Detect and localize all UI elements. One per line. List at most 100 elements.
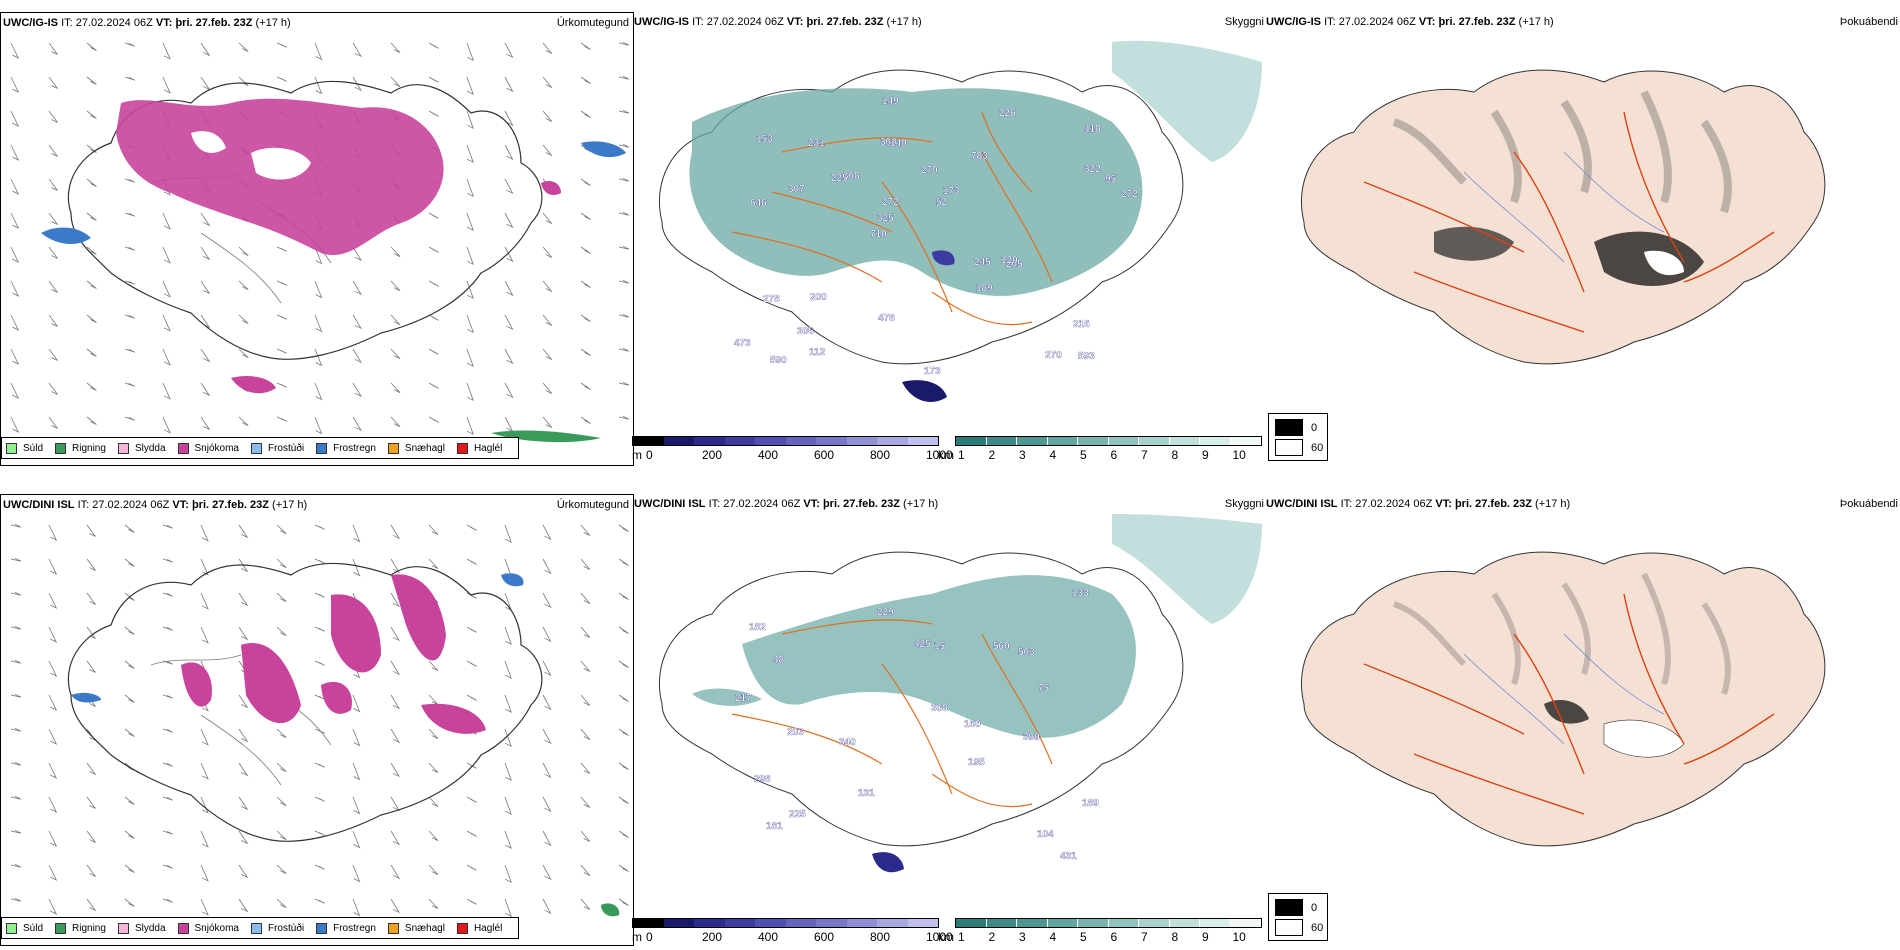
wind-barb [466, 558, 477, 565]
wind-barb [238, 76, 249, 86]
panel-title-fog-row1: UWC/IG-IS IT: 27.02.2024 06Z VT: þri. 27… [1266, 16, 1554, 28]
wind-barb [48, 524, 58, 541]
wind-barb [542, 694, 552, 711]
legend-swatch [456, 442, 468, 454]
wind-barb [124, 76, 136, 81]
wind-barbs-row2 [10, 523, 629, 918]
fog-swatch-black [1275, 899, 1303, 916]
wind-barb [428, 42, 439, 49]
colorbar-tick-label: 800 [870, 448, 891, 462]
fog-panel-row2: UWC/DINI ISL IT: 27.02.2024 06Z VT: þri.… [1264, 494, 1900, 946]
colorbar-segment [846, 437, 877, 445]
wind-barb [10, 348, 20, 365]
wind-barb [466, 416, 474, 436]
colorbar-tick-label: 1000 [926, 448, 953, 462]
colorbar-segment [755, 437, 786, 445]
wind-barb [580, 314, 591, 322]
wind-barb [314, 382, 323, 401]
wind-barb [504, 864, 512, 884]
wind-barb [162, 762, 174, 767]
wind-barb [10, 246, 20, 263]
wind-barb [162, 830, 174, 835]
wind-barb [580, 728, 591, 740]
wind-barb [48, 178, 58, 191]
wind-barb [238, 314, 249, 324]
wind-barb [542, 626, 552, 643]
legend-swatch [6, 442, 17, 454]
wind-barb [10, 280, 20, 297]
wind-barb [618, 143, 630, 148]
wind-barb [48, 592, 58, 609]
colorbar-segment [1139, 919, 1170, 927]
fog-legend-row1: 0 60 [1268, 413, 1328, 461]
wind-barb [276, 592, 287, 602]
visibility-value-label: 95 [1105, 174, 1117, 185]
fog-legend-item: 0 [1275, 419, 1317, 436]
precip-legend-item: Haglél [456, 922, 503, 934]
legend-label: Súld [23, 442, 44, 454]
wind-barb [10, 693, 22, 698]
wind-barbs-row1 [10, 41, 630, 436]
colorbar-km-unit-row2: km [938, 930, 954, 944]
visibility-value-label: 322 [1084, 164, 1101, 175]
visibility-value-label: 593 [1078, 351, 1095, 362]
wind-barb [48, 382, 58, 395]
visibility-teal-row1 [689, 88, 1143, 296]
wind-barb [86, 762, 96, 775]
visibility-value-label: 270 [1045, 350, 1062, 361]
wind-barb [618, 898, 629, 906]
wind-barb [390, 864, 401, 880]
wind-barb [86, 830, 96, 843]
legend-swatch [387, 442, 399, 454]
wind-barb [238, 830, 249, 845]
wind-barb [390, 796, 401, 812]
colorbar-segment [1017, 919, 1048, 927]
visibility-value-label: 216 [1073, 319, 1090, 330]
colorbar-segment [633, 437, 664, 445]
wind-barb [504, 178, 514, 195]
wind-barb [10, 416, 20, 433]
colorbar-segment [1139, 437, 1170, 445]
visibility-map-row1: 593 646 418 710 783 590 308 270 278 308 473 306 140 1… [658, 40, 1262, 402]
wind-barb [542, 382, 553, 394]
legend-swatch [6, 922, 17, 934]
wind-barb [466, 144, 474, 164]
legend-label: Haglél [473, 922, 503, 934]
wind-barb [276, 348, 287, 354]
visibility-value-label: 308 [843, 171, 860, 182]
legend-label: Snjókoma [194, 442, 239, 454]
colorbar-segment [663, 437, 694, 445]
wind-barb [200, 524, 209, 542]
wind-barb [162, 728, 174, 733]
visibility-value-label: 272 [1121, 189, 1138, 200]
wind-barb [618, 313, 630, 318]
visibility-value-label: 195 [968, 757, 985, 768]
wind-barb [542, 110, 553, 122]
wind-barb [48, 144, 58, 157]
wind-barb [352, 314, 363, 330]
wind-barb [428, 694, 439, 705]
wind-barb [542, 830, 552, 847]
wind-barb [200, 830, 209, 848]
colorbar-segment [1078, 919, 1109, 927]
panel-name-fog-row2: Þokuábendi [1839, 498, 1898, 510]
legend-swatch [316, 922, 328, 934]
wind-barb [618, 524, 629, 532]
colorbar-segment [1017, 437, 1048, 445]
wind-barb [580, 830, 591, 842]
wind-barb [428, 246, 439, 253]
wind-barb [618, 381, 630, 386]
fog-legend-item: 0 [1275, 899, 1317, 916]
legend-label: Frostúði [267, 922, 305, 934]
wind-barb [238, 558, 249, 573]
wind-barb [542, 592, 552, 609]
wind-barb [238, 728, 249, 743]
wind-barb [390, 280, 401, 291]
wind-barb [580, 626, 591, 638]
visibility-value-label: 425 [914, 639, 931, 650]
wind-barb [276, 864, 287, 874]
wind-barb [238, 524, 249, 539]
visibility-value-label: 245 [974, 257, 991, 268]
wind-barb [352, 348, 363, 364]
wind-barb [276, 76, 287, 82]
